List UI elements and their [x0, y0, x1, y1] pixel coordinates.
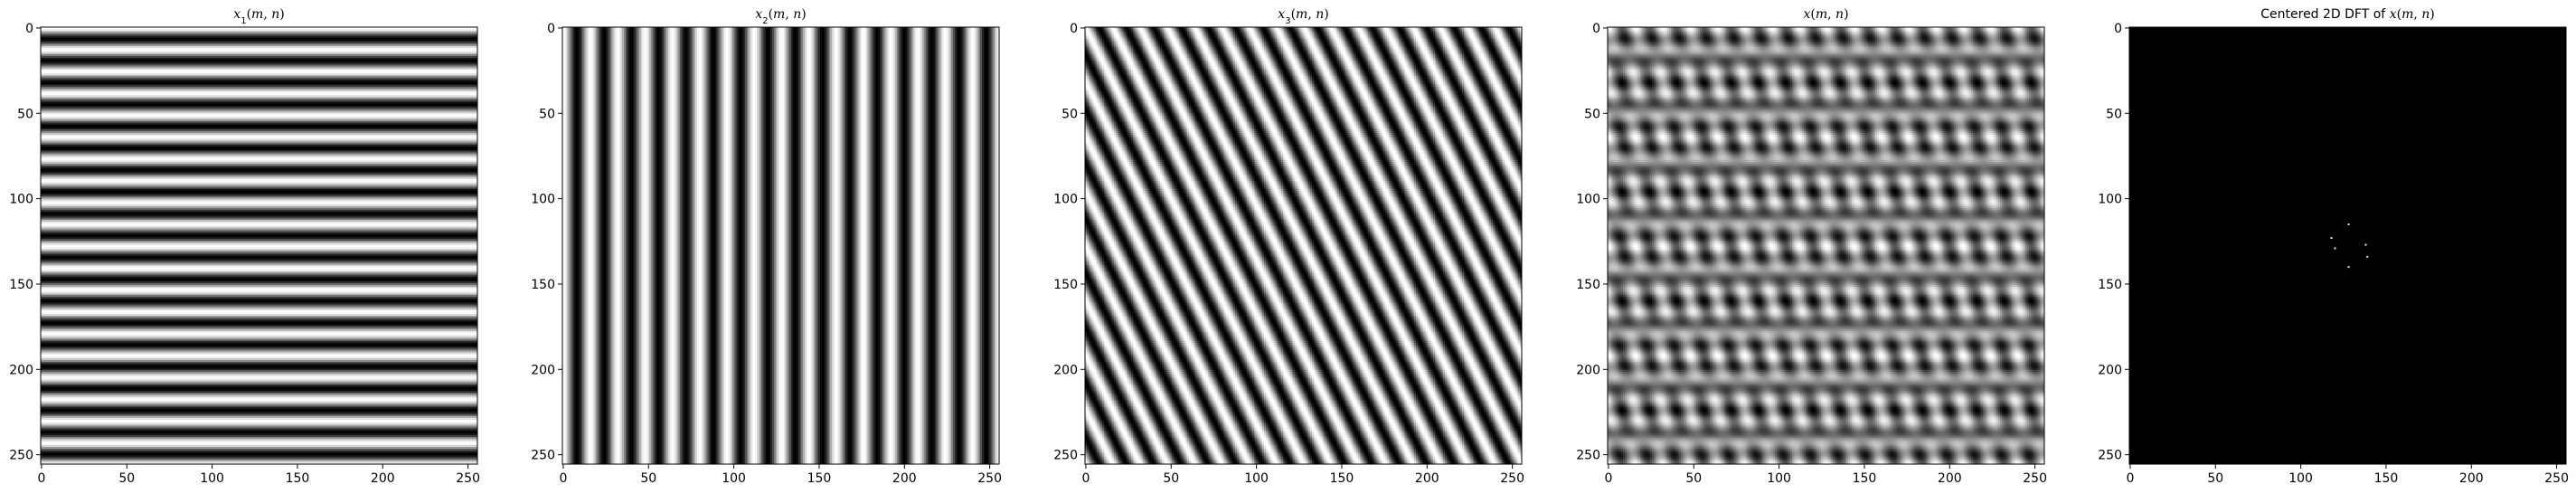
- y-tick-label: 50: [1584, 107, 1600, 121]
- x-tick-label: 250: [456, 471, 480, 486]
- x-tick-label: 150: [1853, 471, 1877, 486]
- x-tick-label: 50: [640, 471, 656, 486]
- y-tick-label: 50: [539, 107, 555, 121]
- x-tick-label: 50: [2207, 471, 2223, 486]
- x-tick-label: 50: [1163, 471, 1179, 486]
- y-tick-label: 250: [2098, 449, 2122, 463]
- x-tick-label: 50: [118, 471, 135, 486]
- y-tick-label: 200: [1576, 363, 1600, 377]
- y-tick-label: 150: [1576, 278, 1600, 292]
- x-tick-label: 200: [1415, 471, 1439, 486]
- y-tick-label: 0: [2114, 22, 2122, 36]
- x-tick-label: 150: [2374, 471, 2399, 486]
- x-tick-label: 250: [1500, 471, 1524, 486]
- axes-frame: [40, 26, 478, 465]
- x-tick-label: 0: [2126, 471, 2134, 486]
- y-tick-label: 0: [1070, 22, 1078, 36]
- x-tick-label: 250: [2544, 471, 2569, 486]
- x-tick-label: 50: [1685, 471, 1702, 486]
- y-tick-label: 150: [531, 278, 555, 292]
- y-tick-label: 0: [1592, 22, 1600, 36]
- x-tick-label: 100: [200, 471, 224, 486]
- dft-peak-1: [2347, 223, 2350, 225]
- image-panel-3: [1085, 27, 1522, 464]
- x-tick-label: 200: [2459, 471, 2484, 486]
- panel-4: 0 50 100 150 200 250 0 50 100 150 200 250 x(m, n): [1576, 7, 2047, 486]
- x-tick-label: 250: [2023, 471, 2047, 486]
- x-tick-label: 0: [559, 471, 567, 486]
- x-tick-label: 200: [371, 471, 395, 486]
- axes-frame: [561, 26, 1000, 465]
- panel-title: x(m, n): [1803, 7, 1848, 22]
- x-tick-label: 150: [1330, 471, 1354, 486]
- x-tick-label: 200: [892, 471, 917, 486]
- y-tick-label: 200: [9, 363, 33, 377]
- axes-frame: [1607, 26, 2045, 465]
- x-tick-label: 250: [977, 471, 1002, 486]
- image-panel-2: [562, 27, 999, 464]
- image-panel-4: [1608, 27, 2044, 464]
- y-tick-label: 50: [17, 107, 33, 121]
- y-tick-label: 250: [9, 449, 33, 463]
- x-tick-label: 0: [37, 471, 45, 486]
- panel-2: 0 50 100 150 200 250 0 50 100 150 200 250 x2(m, n): [531, 7, 1002, 486]
- panel-5: 0 50 100 150 200 250 0 50 100 150 200 250 Centered 2…: [2098, 7, 2569, 486]
- x-tick-label: 100: [1767, 471, 1791, 486]
- panel-title: Centered 2D DFT of x(m, n): [2260, 7, 2435, 22]
- y-tick-label: 0: [547, 22, 555, 36]
- y-tick-label: 150: [9, 278, 33, 292]
- y-tick-label: 150: [1053, 278, 1078, 292]
- y-tick-label: 100: [9, 193, 33, 207]
- y-tick-label: 250: [531, 449, 555, 463]
- x-tick-label: 200: [1938, 471, 1962, 486]
- y-tick-label: 250: [1053, 449, 1078, 463]
- x-tick-label: 0: [1604, 471, 1612, 486]
- image-panel-5: [2129, 27, 2566, 464]
- y-tick-label: 200: [1053, 363, 1078, 377]
- axes-frame: [2128, 26, 2567, 465]
- y-tick-label: 0: [25, 22, 33, 36]
- y-tick-label: 100: [1053, 193, 1078, 207]
- y-tick-label: 250: [1576, 449, 1600, 463]
- dft-peak-6: [2347, 266, 2350, 269]
- x-tick-label: 100: [2288, 471, 2313, 486]
- x-tick-label: 150: [807, 471, 832, 486]
- x-tick-label: 150: [286, 471, 310, 486]
- y-tick-label: 100: [2098, 193, 2122, 207]
- dft-peak-3: [2334, 247, 2336, 250]
- y-tick-label: 150: [2098, 278, 2122, 292]
- y-tick-label: 100: [1576, 193, 1600, 207]
- panel-title: x2(m, n): [755, 7, 806, 26]
- y-tick-label: 200: [531, 363, 555, 377]
- y-tick-label: 50: [1062, 107, 1078, 121]
- x-tick-label: 0: [1081, 471, 1090, 486]
- x-tick-label: 100: [722, 471, 746, 486]
- y-tick-label: 50: [2106, 107, 2122, 121]
- y-tick-label: 100: [531, 193, 555, 207]
- dft-peak-5: [2366, 255, 2369, 258]
- dft-peak-2: [2330, 237, 2333, 240]
- axes-frame: [1084, 26, 1523, 465]
- panel-title: x1(m, n): [233, 7, 284, 26]
- y-tick-label: 200: [2098, 363, 2122, 377]
- panel-1: 0 50 100 150 200 250 0 50 100 150 200 250 x1(m, n): [9, 7, 480, 486]
- panel-title: x3(m, n): [1278, 7, 1328, 26]
- image-panel-1: [41, 27, 477, 464]
- x-tick-label: 100: [1244, 471, 1269, 486]
- dft-peak-4: [2364, 243, 2367, 246]
